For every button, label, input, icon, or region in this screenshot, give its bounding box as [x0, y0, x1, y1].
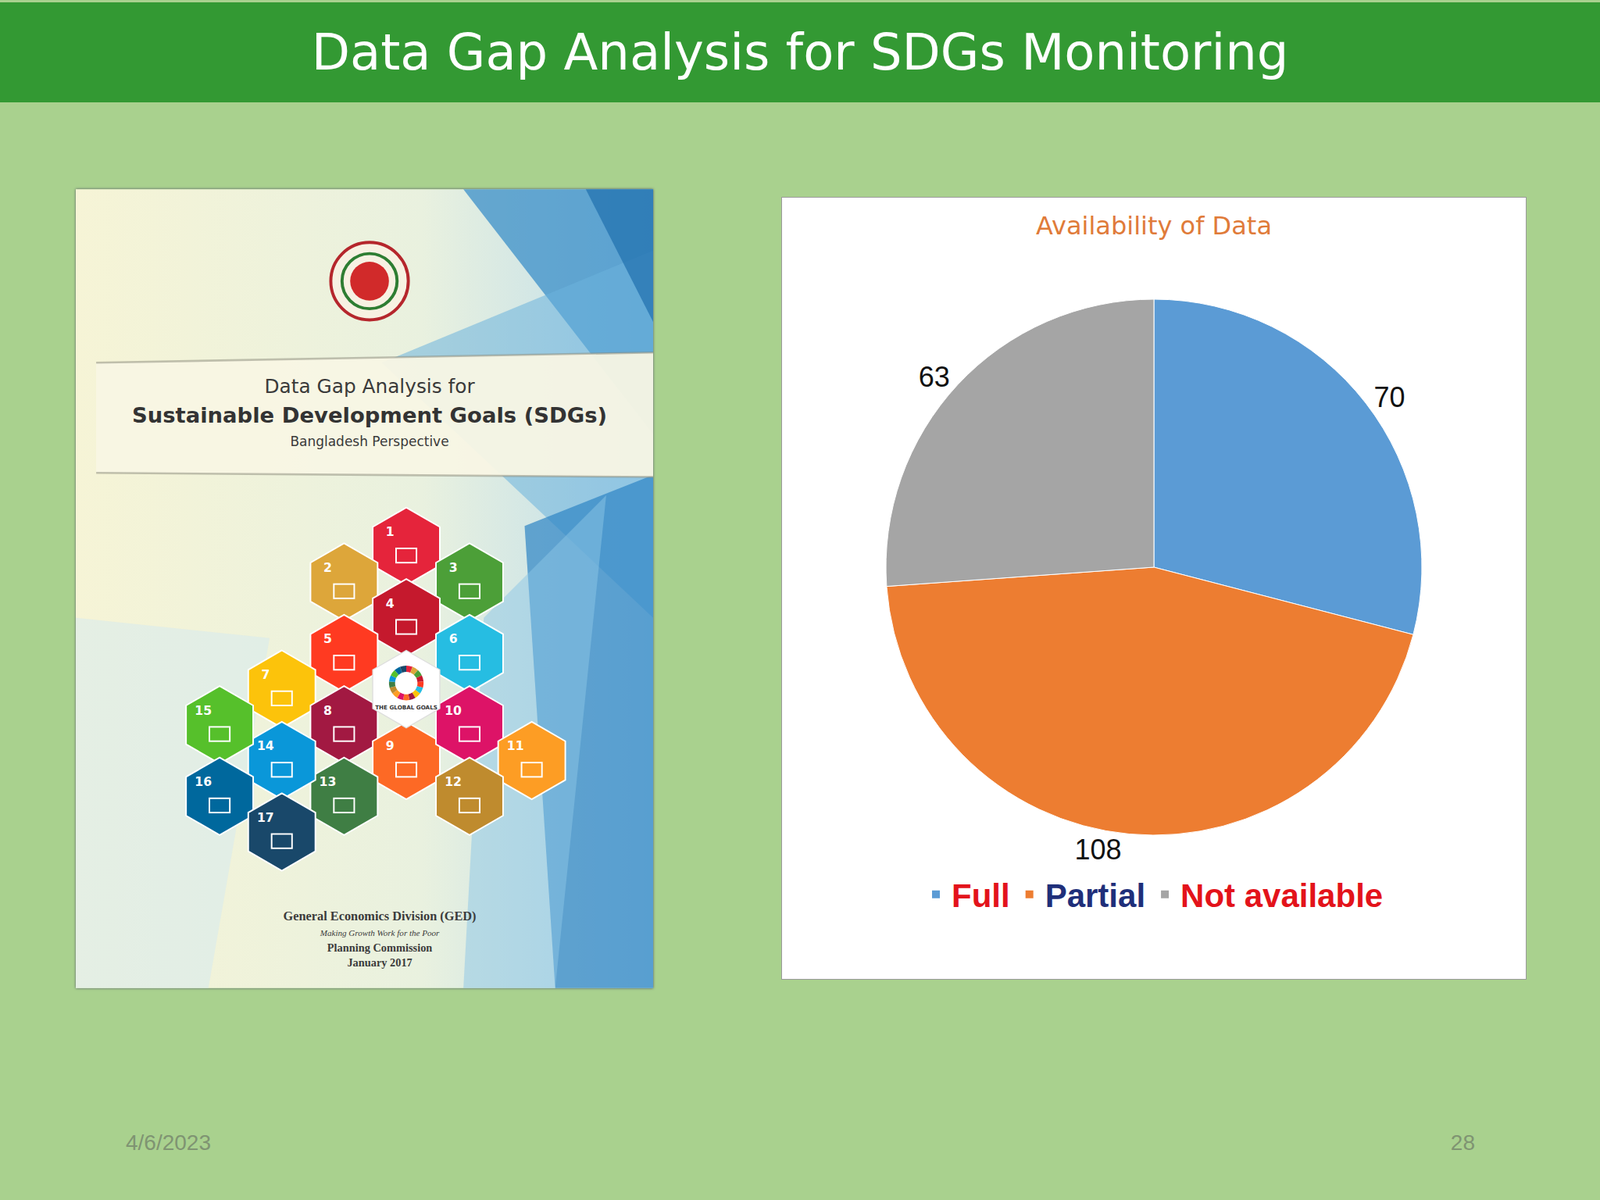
svg-text:7: 7: [260, 667, 270, 683]
svg-text:January 2017: January 2017: [346, 956, 412, 969]
svg-text:9: 9: [385, 738, 395, 754]
svg-text:1: 1: [385, 524, 395, 540]
svg-text:Bangladesh Perspective: Bangladesh Perspective: [289, 433, 449, 450]
svg-text:Sustainable Development Goals: Sustainable Development Goals (SDGs): [132, 403, 608, 428]
svg-text:Partial: Partial: [1045, 877, 1146, 915]
html-text:4/6/2023: 4/6/2023: [125, 1130, 211, 1155]
html-text:Data Gap Analysis for SDGs Mon: Data Gap Analysis for SDGs Monitoring: [311, 23, 1289, 82]
svg-text:10: 10: [444, 703, 462, 718]
svg-text:General Economics Division (GE: General Economics Division (GED): [283, 908, 477, 924]
svg-text:15: 15: [194, 703, 212, 718]
svg-text:63: 63: [918, 360, 950, 393]
svg-text:70: 70: [1374, 381, 1406, 414]
svg-text:8: 8: [323, 703, 333, 718]
svg-text:5: 5: [323, 631, 333, 647]
svg-text:Full: Full: [951, 877, 1011, 915]
svg-text:2: 2: [323, 560, 333, 575]
svg-text:11: 11: [507, 738, 525, 754]
svg-text:THE GLOBAL GOALS: THE GLOBAL GOALS: [375, 703, 438, 711]
svg-text:17: 17: [257, 810, 275, 825]
html-text:28: 28: [1450, 1130, 1475, 1155]
svg-text:Not available: Not available: [1180, 877, 1383, 915]
svg-text:3: 3: [449, 560, 458, 575]
svg-text:Making Growth Work for the Poo: Making Growth Work for the Poor: [319, 928, 440, 938]
svg-text:Availability of Data: Availability of Data: [1035, 210, 1272, 241]
svg-text:6: 6: [449, 631, 458, 647]
svg-text:Planning Commission: Planning Commission: [327, 941, 433, 954]
svg-text:Data Gap Analysis for: Data Gap Analysis for: [264, 375, 475, 398]
svg-text:12: 12: [444, 774, 462, 790]
svg-text:108: 108: [1074, 833, 1122, 866]
svg-text:14: 14: [257, 738, 275, 754]
svg-text:16: 16: [194, 774, 212, 790]
svg-text:13: 13: [319, 774, 337, 790]
svg-text:4: 4: [385, 596, 395, 611]
